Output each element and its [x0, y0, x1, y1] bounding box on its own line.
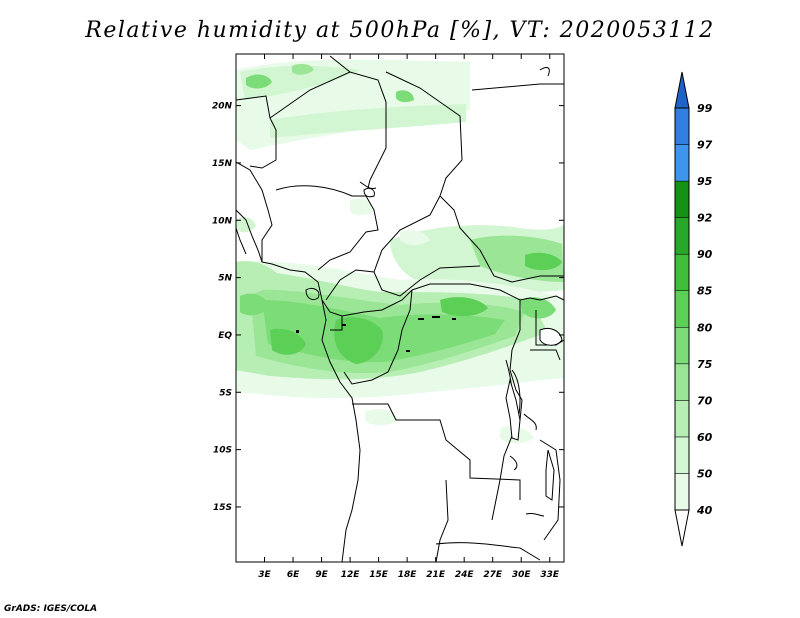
lat-tick-label: 10S: [213, 446, 232, 456]
colorbar-segment: [674, 363, 690, 401]
humidity-patch-1: [350, 198, 374, 216]
lake-chad: [363, 187, 375, 198]
humidity-band-central-4: [262, 300, 505, 363]
colorbar-segment: [674, 290, 690, 328]
colorbar-outline: [674, 107, 690, 511]
humidity-band-west: [236, 260, 280, 298]
colorbar-label: 85: [697, 285, 713, 298]
lon-tick-label: 12E: [341, 570, 361, 580]
lon-tick-label: 33E: [540, 570, 560, 580]
humidity-band-north-core: [240, 65, 360, 100]
humidity-blob-n3: [396, 90, 414, 103]
lon-tick-label: 30E: [512, 570, 532, 580]
colorbar-upper-arrow: [674, 71, 690, 109]
credit-text: GrADS: IGES/COLA: [4, 604, 98, 614]
map-border: [235, 53, 565, 563]
lon-tick-label: 6E: [287, 570, 300, 580]
humidity-band-north-2: [270, 104, 466, 138]
small-features: [296, 316, 456, 352]
colorbar-segment: [674, 473, 690, 511]
lon-tick-label: 24E: [455, 570, 475, 580]
lon-tick-label: 9E: [315, 570, 328, 580]
colorbar-label: 80: [697, 321, 713, 334]
colorbar: 40 50 60 70 75 80 85 90 92 95 97 99: [674, 71, 713, 547]
lat-tick-label: 15N: [212, 159, 233, 169]
humidity-west-core: [240, 293, 270, 316]
humidity-blob-east: [525, 252, 562, 271]
lon-tick-label: 3E: [258, 570, 271, 580]
humidity-patch-2: [400, 230, 430, 246]
lakes: [363, 187, 563, 501]
lake-victoria: [539, 327, 563, 346]
lake-malawi: [545, 449, 555, 501]
humidity-blob-n2: [292, 63, 314, 75]
colorbar-segment: [674, 400, 690, 438]
humidity-patch-3: [365, 409, 398, 426]
colorbar-segment: [674, 217, 690, 255]
colorbar-label: 92: [697, 212, 713, 225]
humidity-core-north: [440, 297, 488, 317]
lat-tick-label: 15S: [213, 503, 232, 513]
colorbar-segment: [674, 436, 690, 474]
lat-tick-label: 10N: [212, 216, 233, 226]
lon-tick-label: 27E: [483, 570, 503, 580]
colorbar-label: 99: [697, 102, 713, 115]
lat-tick-label: 20N: [212, 102, 233, 112]
colorbar-label: 97: [697, 139, 713, 152]
chart-title: Relative humidity at 500hPa [%], VT: 202…: [85, 18, 715, 43]
lon-tick-label: 21E: [426, 570, 446, 580]
colorbar-lower-arrow: [674, 509, 690, 547]
lat-tick-label: 5S: [219, 388, 232, 398]
humidity-band-east-core: [470, 235, 564, 282]
humidity-blob-nw: [246, 74, 272, 89]
colorbar-label: 40: [696, 504, 713, 517]
lake-tanganyika: [505, 378, 521, 441]
lon-tick-label: 15E: [369, 570, 389, 580]
humidity-core-congo: [334, 317, 383, 364]
colorbar-segment: [674, 107, 690, 145]
lat-axis: 20N 15N 10N 5N EQ 5S 10S 15S: [212, 102, 564, 513]
humidity-core-west: [270, 328, 306, 355]
colorbar-label: 50: [697, 467, 713, 480]
colorbar-label: 90: [697, 248, 713, 261]
lon-tick-label: 18E: [398, 570, 418, 580]
colorbar-segment: [674, 327, 690, 365]
colorbar-label: 75: [697, 358, 713, 371]
humidity-core-ne: [520, 297, 556, 319]
colorbar-segment: [674, 180, 690, 218]
humidity-field: [236, 59, 564, 444]
lat-tick-label: EQ: [218, 331, 232, 341]
lon-axis: 3E 6E 9E 12E 15E 18E 21E 24E 27E 30E 33E: [258, 54, 560, 580]
colorbar-segment: [674, 253, 690, 291]
colorbar-label: 60: [697, 431, 713, 444]
colorbar-segment: [674, 144, 690, 182]
lat-tick-label: 5N: [218, 274, 232, 284]
colorbar-label: 95: [697, 175, 713, 188]
colorbar-label: 70: [697, 394, 713, 407]
humidity-patch-5: [236, 217, 256, 233]
